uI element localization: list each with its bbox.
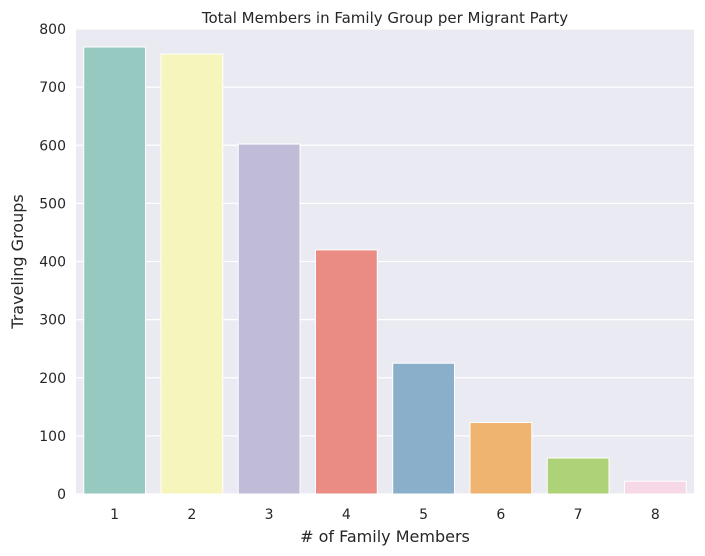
- bar-8: [623, 480, 687, 495]
- x-tick-label: 2: [187, 507, 196, 523]
- x-tick-label: 5: [419, 507, 428, 523]
- bar-7: [546, 457, 610, 495]
- x-axis-ticks: 1 2 3 4 5 6 7 8: [110, 507, 660, 523]
- y-axis-label: Traveling Groups: [8, 194, 27, 329]
- x-tick-label: 4: [342, 507, 351, 523]
- bar-2: [160, 53, 224, 495]
- y-tick-label: 0: [57, 487, 66, 503]
- y-tick-label: 500: [39, 196, 66, 212]
- bar-1: [83, 46, 147, 495]
- bar-4: [314, 249, 378, 495]
- y-tick-label: 300: [39, 313, 66, 329]
- x-tick-label: 7: [574, 507, 583, 523]
- y-tick-label: 200: [39, 371, 66, 387]
- x-axis-label: # of Family Members: [300, 527, 470, 546]
- chart-title: Total Members in Family Group per Migran…: [201, 9, 568, 27]
- y-tick-label: 800: [39, 22, 66, 38]
- y-tick-label: 600: [39, 138, 66, 154]
- x-tick-label: 6: [496, 507, 505, 523]
- bar-5: [392, 362, 456, 495]
- y-tick-label: 700: [39, 80, 66, 96]
- bars: [83, 46, 687, 495]
- x-tick-label: 3: [265, 507, 274, 523]
- bar-3: [237, 143, 301, 495]
- y-tick-label: 100: [39, 429, 66, 445]
- y-tick-label: 400: [39, 255, 66, 271]
- x-tick-label: 1: [110, 507, 119, 523]
- x-tick-label: 8: [651, 507, 660, 523]
- bar-6: [469, 422, 533, 495]
- y-axis-ticks: 0 100 200 300 400 500 600 700 800: [39, 22, 66, 503]
